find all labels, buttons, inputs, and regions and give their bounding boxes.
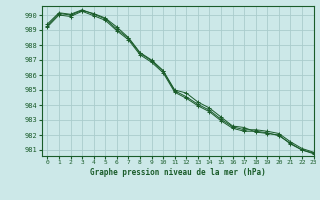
X-axis label: Graphe pression niveau de la mer (hPa): Graphe pression niveau de la mer (hPa) bbox=[90, 168, 266, 177]
